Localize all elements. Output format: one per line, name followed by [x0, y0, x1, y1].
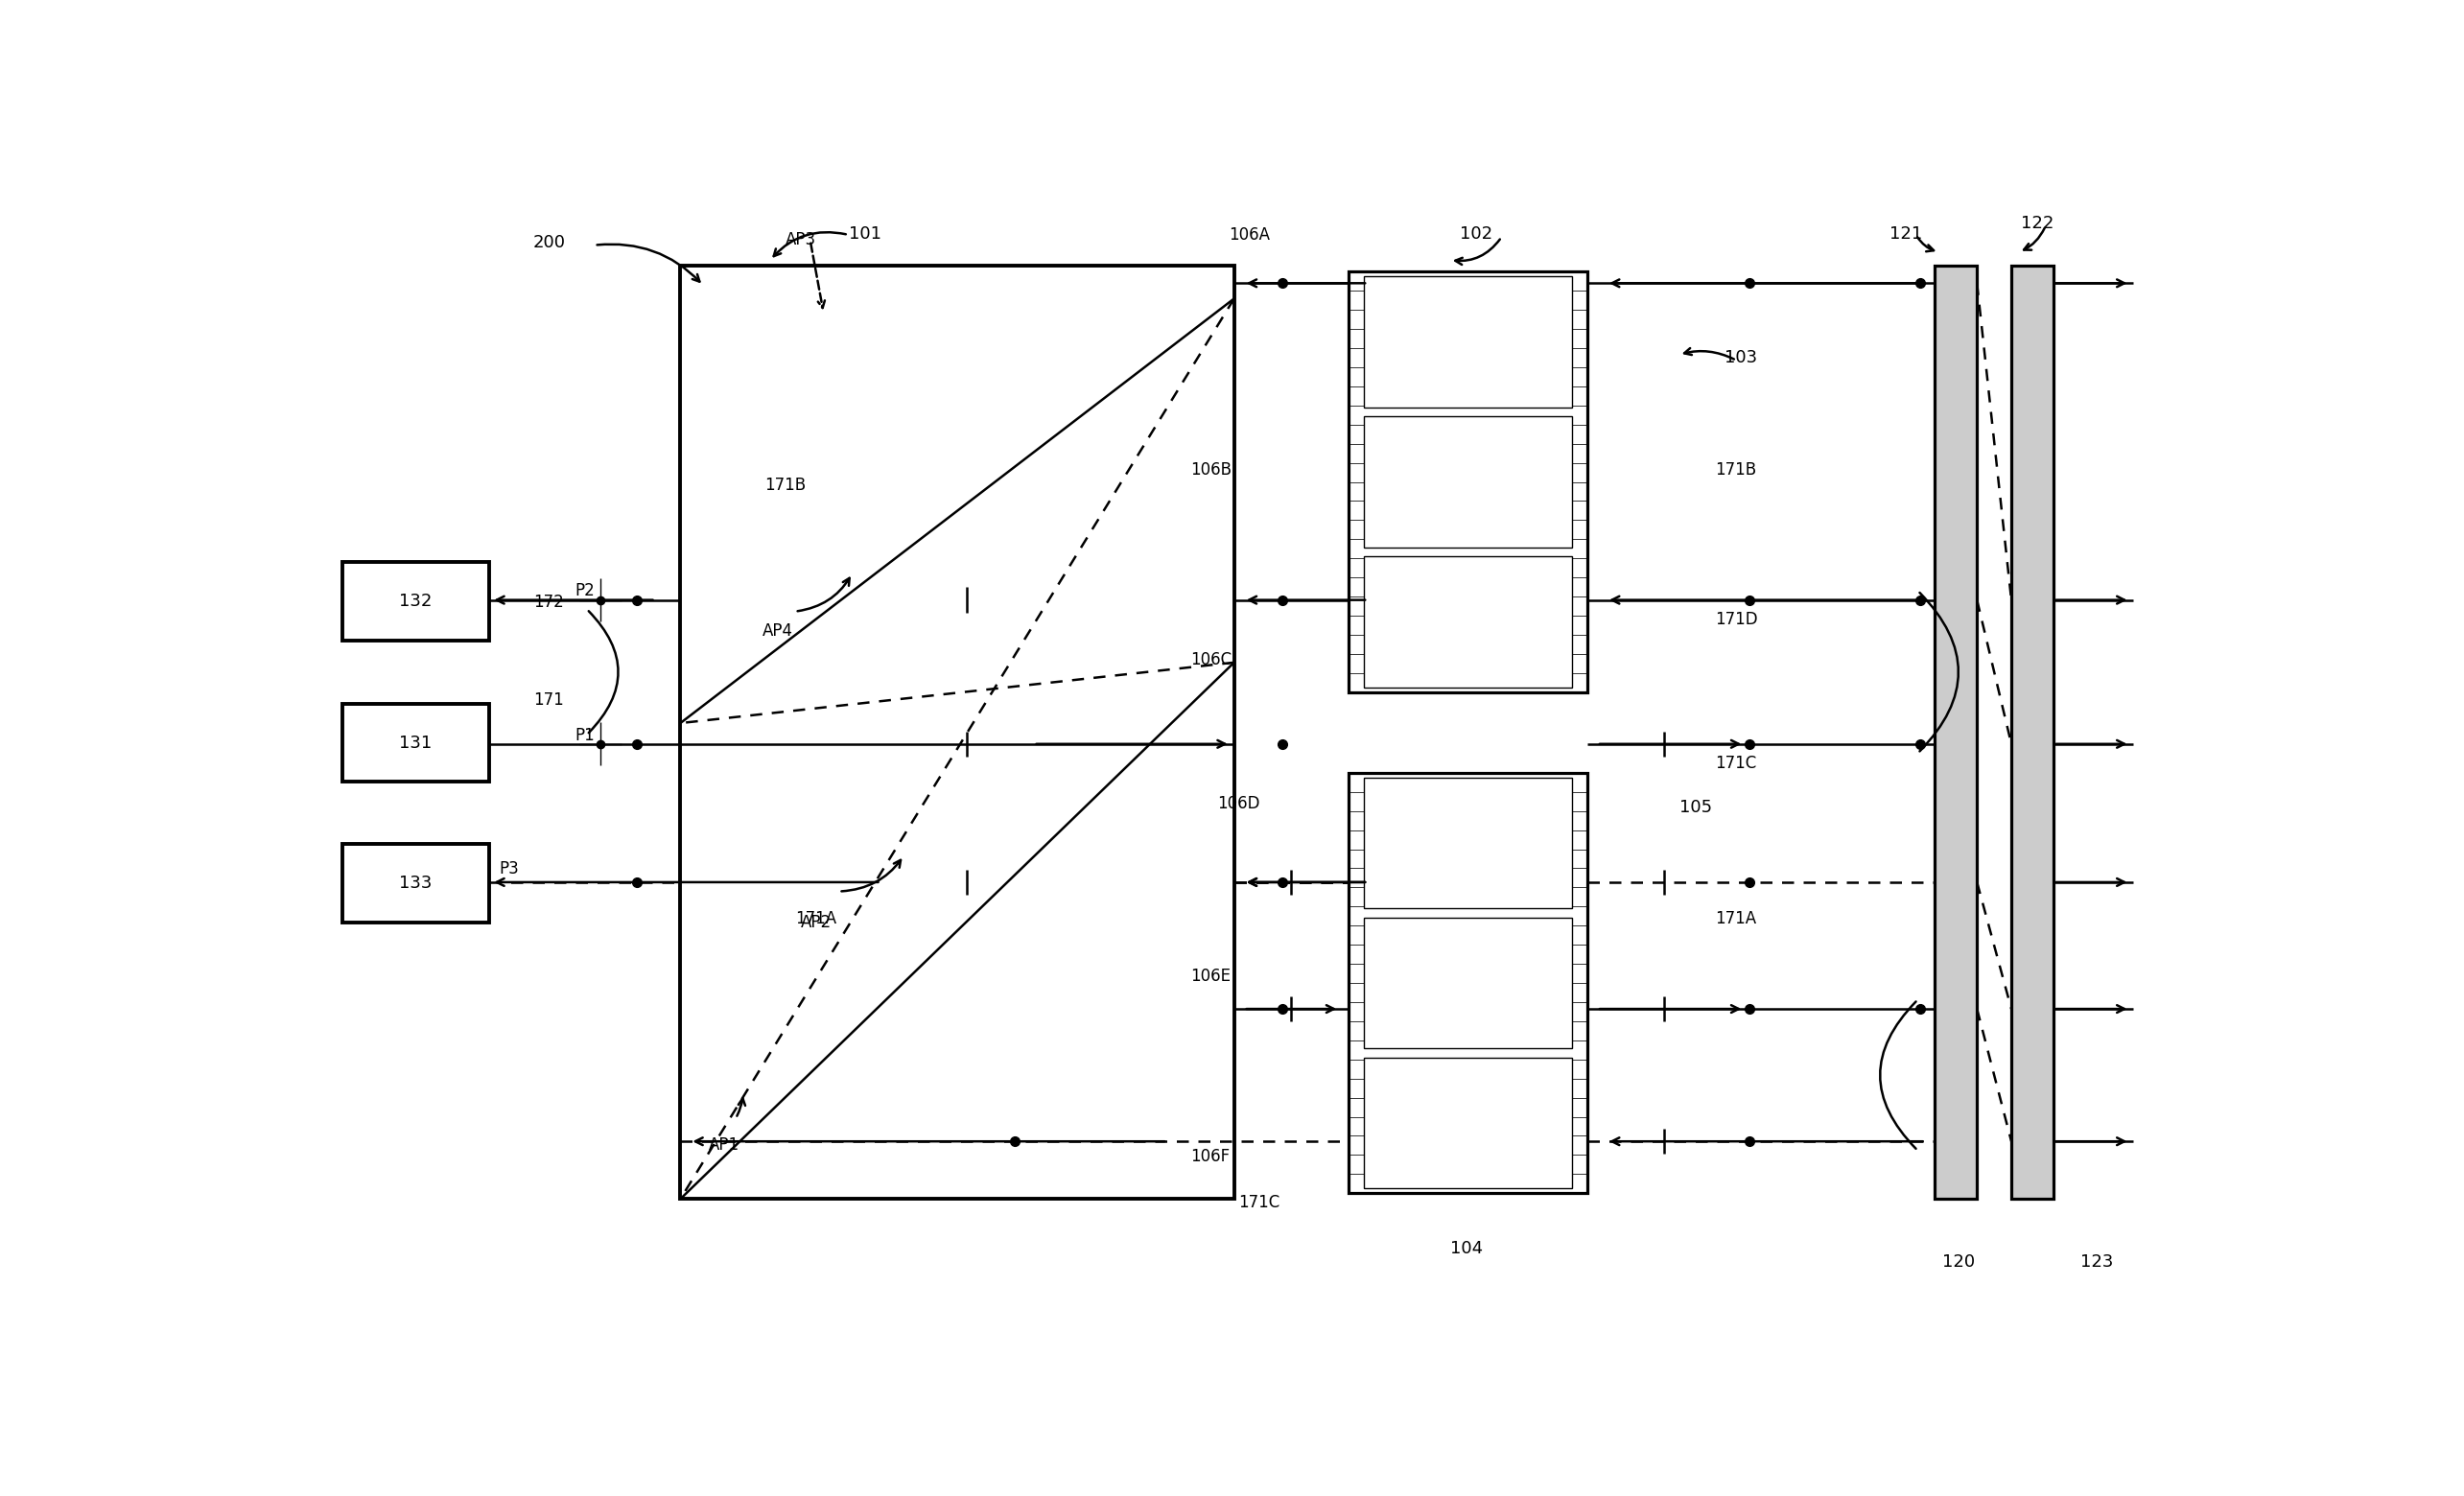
Bar	[342, 562, 490, 640]
Text: 104B: 104B	[1449, 975, 1486, 990]
Text: 171A: 171A	[1715, 911, 1757, 928]
Text: 102A: 102A	[1449, 335, 1486, 349]
Text: P1: P1	[574, 727, 596, 745]
Text: 120: 120	[1942, 1254, 1976, 1272]
Text: 104: 104	[1449, 1240, 1483, 1257]
Text: 102C: 102C	[1449, 615, 1488, 630]
Bar	[1365, 416, 1572, 548]
Text: 122: 122	[2020, 214, 2055, 232]
Bar	[1365, 557, 1572, 688]
Text: AP3: AP3	[786, 230, 816, 248]
Text: 200: 200	[532, 235, 567, 251]
Text: 171B: 171B	[1715, 461, 1757, 479]
Text: AP1: AP1	[710, 1135, 739, 1153]
Text: AP2: AP2	[801, 914, 830, 931]
Bar	[1365, 778, 1572, 908]
Text: 171B: 171B	[764, 476, 806, 494]
Text: 101: 101	[848, 224, 882, 242]
Text: 132: 132	[399, 592, 431, 610]
Bar	[1365, 277, 1572, 407]
Text: 171C: 171C	[1237, 1194, 1279, 1212]
Text: 106C: 106C	[1190, 651, 1232, 669]
Text: 103: 103	[1725, 350, 1757, 367]
Text: AP4: AP4	[761, 622, 793, 640]
Text: 102B: 102B	[1449, 474, 1486, 489]
Text: 171A: 171A	[796, 911, 835, 928]
Text: 102: 102	[1459, 224, 1493, 242]
Text: 171D: 171D	[1715, 610, 1759, 628]
Text: 172: 172	[532, 594, 564, 610]
Text: 106F: 106F	[1190, 1147, 1230, 1165]
Bar	[1348, 773, 1587, 1194]
Text: P2: P2	[574, 582, 596, 600]
Text: 123: 123	[2080, 1254, 2114, 1272]
Text: 106E: 106E	[1190, 968, 1230, 986]
Text: 104A: 104A	[1449, 836, 1486, 850]
Text: 171: 171	[532, 691, 564, 709]
Bar	[1348, 272, 1587, 693]
Bar	[1365, 917, 1572, 1049]
Text: 106A: 106A	[1230, 226, 1269, 244]
Bar	[1365, 1058, 1572, 1189]
Text: 131: 131	[399, 735, 431, 751]
Text: 121: 121	[1890, 224, 1922, 242]
Bar	[342, 844, 490, 923]
Bar	[2011, 266, 2053, 1198]
Bar	[342, 703, 490, 782]
Text: 104C: 104C	[1449, 1116, 1488, 1131]
Bar	[1934, 266, 1976, 1198]
Text: 171C: 171C	[1715, 755, 1757, 772]
Text: 106B: 106B	[1190, 461, 1232, 479]
Text: 133: 133	[399, 875, 431, 892]
Text: 105: 105	[1678, 799, 1712, 815]
Text: 106D: 106D	[1217, 796, 1259, 812]
Text: P3: P3	[498, 860, 520, 877]
Bar	[680, 266, 1234, 1198]
